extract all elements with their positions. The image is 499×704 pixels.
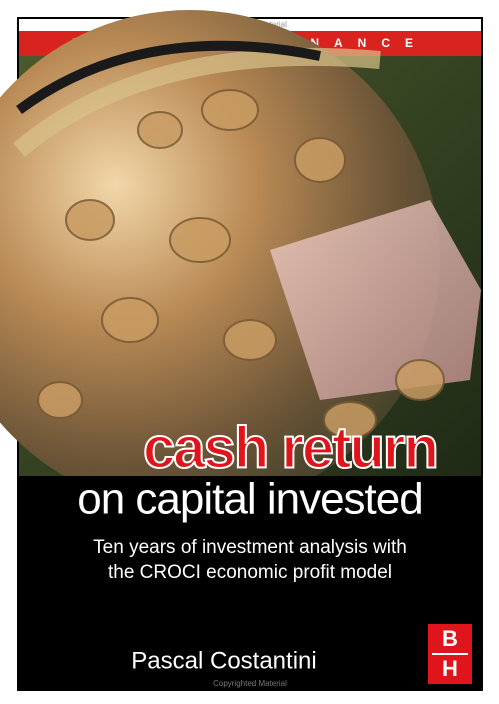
page: Copyrighted Material ELSEVIER FINANCE ca… <box>0 0 499 704</box>
logo-top: B <box>442 626 458 651</box>
subtitle-line-2: the CROCI economic profit model <box>108 562 392 583</box>
title-line-2: on capital invested <box>77 475 422 524</box>
author: Pascal Costantini <box>131 647 316 674</box>
publisher-logo: B H <box>428 624 472 684</box>
subtitle-line-1: Ten years of investment analysis with <box>93 537 407 558</box>
title-line-1: cash return <box>143 415 437 480</box>
watermark: Copyrighted Material <box>213 679 287 688</box>
book-cover: Copyrighted Material ELSEVIER FINANCE ca… <box>0 0 499 704</box>
logo-bottom: H <box>442 656 458 681</box>
